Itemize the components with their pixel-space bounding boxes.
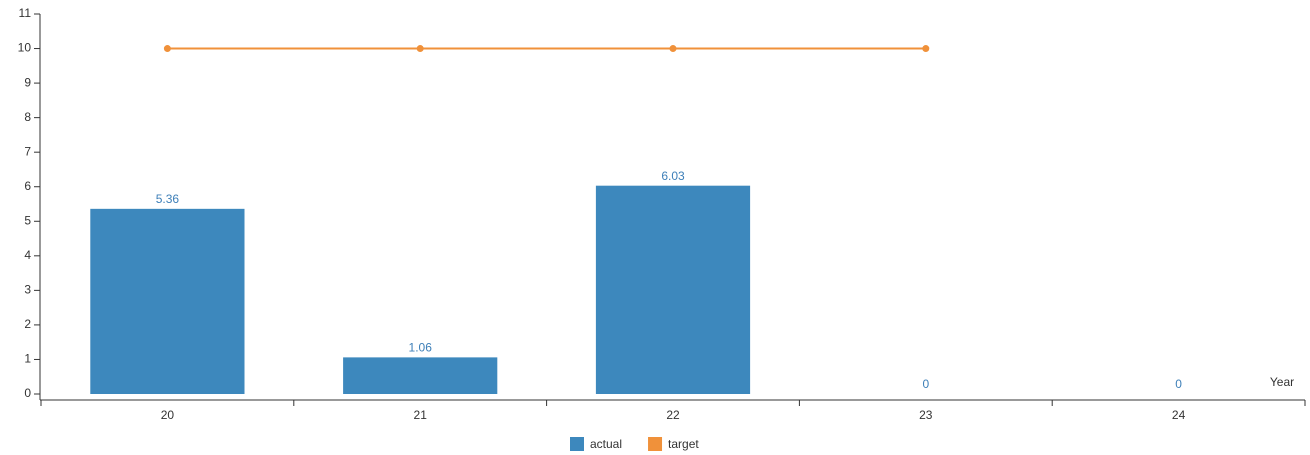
bar [595,185,751,394]
value-label: 1.06 [409,341,433,355]
legend-label: target [668,437,699,451]
y-tick-label: 5 [24,213,31,227]
x-tick-label: 24 [1172,408,1186,422]
y-tick-label: 7 [24,144,31,158]
y-tick-label: 3 [24,283,31,297]
bar [343,357,498,394]
y-tick-label: 10 [18,41,32,55]
x-tick-label: 20 [161,408,175,422]
y-tick-label: 6 [24,179,31,193]
value-label: 0 [922,377,929,391]
x-tick-label: 23 [919,408,933,422]
value-label: 5.36 [156,192,180,206]
x-tick-label: 22 [666,408,680,422]
y-tick-label: 11 [19,6,32,20]
point [669,45,677,53]
legend-swatch [570,437,584,451]
y-tick-label: 9 [24,75,31,89]
x-axis-label: Year [1270,375,1294,389]
y-tick-label: 4 [24,248,31,262]
x-tick-label: 21 [414,408,428,422]
y-tick-label: 1 [24,352,31,366]
y-tick-label: 0 [24,386,31,400]
value-label: 6.03 [661,169,685,183]
value-label: 0 [1175,377,1182,391]
y-tick-label: 8 [24,110,31,124]
y-tick-label: 2 [24,317,31,331]
bar [90,208,245,394]
point [163,45,171,53]
point [922,45,930,53]
legend-label: actual [590,437,622,451]
point [416,45,424,53]
legend-swatch [648,437,663,451]
